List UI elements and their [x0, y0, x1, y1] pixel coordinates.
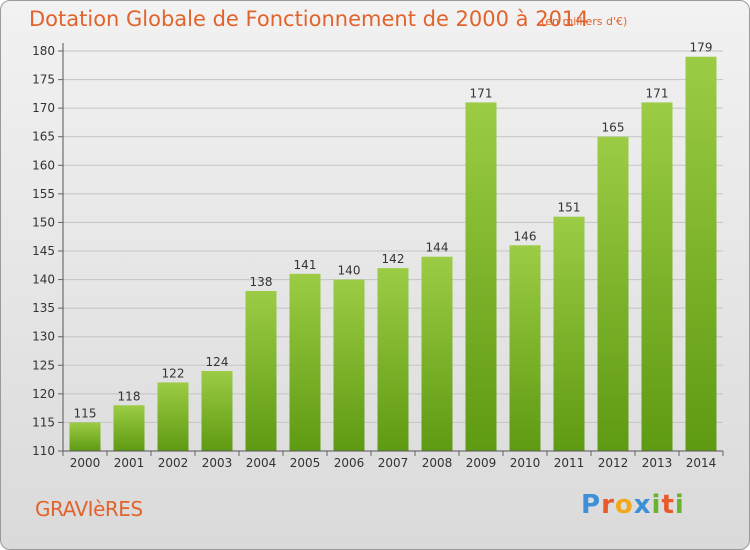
x-tick-label-2011: 2011	[554, 456, 585, 470]
x-tick-label-2004: 2004	[246, 456, 277, 470]
bar-2010	[509, 245, 541, 451]
chart-unit: (en milliers d'€)	[541, 15, 628, 28]
bar-2011	[553, 216, 585, 451]
x-tick-label-2005: 2005	[290, 456, 321, 470]
data-label-2004: 138	[250, 275, 273, 289]
logo-letter: r	[601, 490, 615, 520]
x-tick-label-2014: 2014	[686, 456, 717, 470]
x-tick-label-2012: 2012	[598, 456, 629, 470]
y-tick-label: 180	[32, 44, 55, 58]
y-tick-label: 165	[32, 130, 55, 144]
x-tick-label-2006: 2006	[334, 456, 365, 470]
bar-2002	[157, 382, 189, 451]
x-tick-label-2008: 2008	[422, 456, 453, 470]
x-axis-ticks: 2000 2001 2002 2003 2004 2005 2006 2007 2008 2009…	[62, 451, 724, 470]
bar-2005	[289, 273, 321, 451]
bar-2004	[245, 291, 277, 451]
data-label-2005: 141	[294, 258, 317, 272]
logo-letter: x	[633, 490, 652, 520]
x-tick-label-2007: 2007	[378, 456, 409, 470]
logo-letter: i	[674, 490, 685, 520]
logo-letter: P	[581, 490, 602, 520]
y-tick-label: 110	[32, 444, 55, 458]
y-tick-label: 135	[32, 301, 55, 315]
y-tick-label: 120	[32, 387, 55, 401]
logo-letter: i	[651, 490, 662, 520]
x-tick-label-2002: 2002	[158, 456, 189, 470]
bar-2012	[597, 136, 629, 451]
bars	[69, 56, 717, 451]
y-tick-label: 170	[32, 101, 55, 115]
data-label-2014: 179	[690, 41, 713, 55]
data-label-2003: 124	[206, 355, 229, 369]
bar-2008	[421, 256, 453, 451]
x-tick-label-2009: 2009	[466, 456, 497, 470]
y-tick-label: 125	[32, 358, 55, 372]
proxiti-logo[interactable]: Proxiti	[581, 490, 685, 520]
chart-title: Dotation Globale de Fonctionnement de 20…	[29, 7, 589, 31]
y-tick-label: 150	[32, 215, 55, 229]
x-tick-label-2003: 2003	[202, 456, 233, 470]
data-label-2009: 171	[470, 86, 493, 100]
commune-name: GRAVIèRES	[35, 497, 143, 521]
x-tick-label-2013: 2013	[642, 456, 673, 470]
logo-letter: o	[614, 490, 634, 520]
y-tick-label: 145	[32, 244, 55, 258]
bar-2001	[113, 405, 145, 451]
data-label-2002: 122	[162, 366, 185, 380]
bar-2013	[641, 102, 673, 451]
logo-letter: t	[661, 490, 675, 520]
y-tick-label: 130	[32, 330, 55, 344]
data-label-2011: 151	[558, 201, 581, 215]
y-tick-label: 115	[32, 415, 55, 429]
data-label-2000: 115	[74, 406, 97, 420]
x-tick-label-2001: 2001	[114, 456, 145, 470]
data-labels: 115 118 122 124 138 141 140 142 144 171 146 151 165 1…	[74, 41, 713, 421]
y-tick-label: 140	[32, 273, 55, 287]
bar-2000	[69, 422, 101, 451]
data-label-2001: 118	[118, 389, 141, 403]
data-label-2010: 146	[514, 229, 537, 243]
data-label-2006: 140	[338, 264, 361, 278]
y-tick-label: 175	[32, 73, 55, 87]
bar-2003	[201, 371, 233, 451]
bar-2006	[333, 279, 365, 451]
y-tick-label: 160	[32, 158, 55, 172]
data-label-2008: 144	[426, 241, 449, 255]
y-axis-ticks: 110 115 120 125 130 135 140 145 150 155 160 165 170 1…	[32, 44, 63, 458]
x-tick-label-2000: 2000	[70, 456, 101, 470]
bar-2014	[685, 56, 717, 451]
y-tick-label: 155	[32, 187, 55, 201]
data-label-2012: 165	[602, 121, 625, 135]
bar-2009	[465, 102, 497, 451]
data-label-2013: 171	[646, 86, 669, 100]
bar-2007	[377, 268, 409, 451]
x-tick-label-2010: 2010	[510, 456, 541, 470]
data-label-2007: 142	[382, 252, 405, 266]
axes	[62, 43, 723, 452]
